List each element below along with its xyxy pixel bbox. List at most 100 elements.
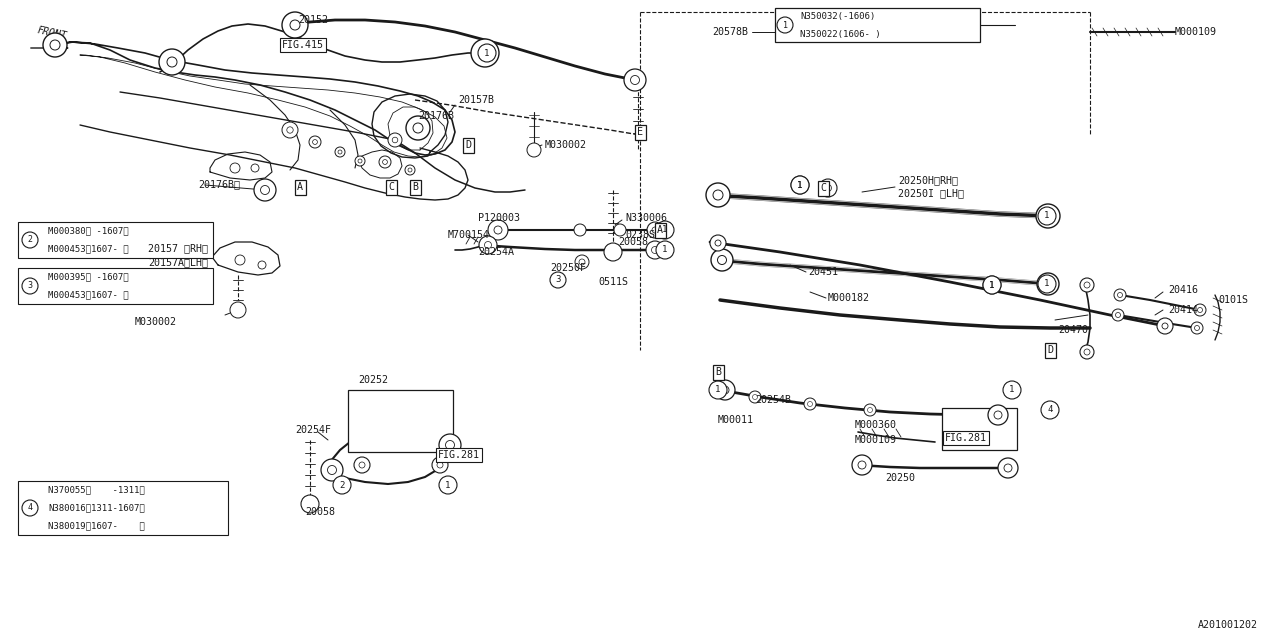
Circle shape: [230, 163, 241, 173]
Text: 1: 1: [1044, 280, 1050, 289]
Circle shape: [791, 176, 809, 194]
Text: 1: 1: [989, 280, 995, 289]
Circle shape: [312, 140, 317, 145]
Text: 20578B: 20578B: [712, 27, 748, 37]
Text: 20252: 20252: [358, 375, 388, 385]
Bar: [18, 481, 228, 535]
Circle shape: [251, 164, 259, 172]
Circle shape: [1038, 207, 1056, 225]
Circle shape: [579, 259, 585, 265]
Circle shape: [308, 136, 321, 148]
Text: 3: 3: [27, 282, 32, 291]
Circle shape: [379, 156, 390, 168]
Text: 1: 1: [445, 481, 451, 490]
Bar: [774, 8, 980, 42]
Circle shape: [406, 116, 430, 140]
Circle shape: [1043, 280, 1052, 289]
Text: M000395〈 -1607〉: M000395〈 -1607〉: [49, 273, 128, 282]
Circle shape: [1041, 401, 1059, 419]
Circle shape: [710, 249, 733, 271]
Circle shape: [753, 394, 758, 399]
Circle shape: [159, 49, 186, 75]
Text: B: B: [412, 182, 419, 192]
Circle shape: [707, 183, 730, 207]
Text: 20254F: 20254F: [294, 425, 332, 435]
Circle shape: [1194, 304, 1206, 316]
Circle shape: [358, 159, 362, 163]
Text: 20152: 20152: [298, 15, 328, 25]
Circle shape: [282, 12, 308, 38]
Circle shape: [983, 276, 1001, 294]
Circle shape: [824, 184, 832, 191]
Circle shape: [335, 147, 346, 157]
Text: 20157A〈LH〉: 20157A〈LH〉: [148, 257, 207, 267]
Circle shape: [355, 156, 365, 166]
Text: D: D: [465, 140, 471, 150]
Circle shape: [321, 459, 343, 481]
Circle shape: [791, 176, 809, 194]
Circle shape: [808, 401, 813, 406]
Circle shape: [404, 165, 415, 175]
Circle shape: [1036, 204, 1060, 228]
Circle shape: [1004, 381, 1021, 399]
Text: N350032(-1606): N350032(-1606): [800, 13, 876, 22]
Text: 20157 〈RH〉: 20157 〈RH〉: [148, 243, 207, 253]
Text: 20254A: 20254A: [477, 247, 515, 257]
Circle shape: [358, 462, 365, 468]
Bar: [18, 222, 212, 258]
Circle shape: [527, 143, 541, 157]
Text: 0101S: 0101S: [1219, 295, 1248, 305]
Circle shape: [804, 398, 817, 410]
Circle shape: [819, 179, 837, 197]
Text: A: A: [657, 225, 663, 235]
Text: 20157B: 20157B: [458, 95, 494, 105]
Circle shape: [413, 123, 422, 133]
Text: FIG.415: FIG.415: [282, 40, 324, 50]
Circle shape: [1157, 318, 1172, 334]
Circle shape: [22, 500, 38, 516]
Text: N370055〈    -1311〉: N370055〈 -1311〉: [49, 486, 145, 495]
Circle shape: [573, 224, 586, 236]
Circle shape: [716, 380, 735, 400]
Text: M000109: M000109: [855, 435, 897, 445]
Circle shape: [550, 272, 566, 288]
Circle shape: [445, 440, 454, 449]
Circle shape: [721, 386, 730, 394]
Text: 20470: 20470: [1059, 325, 1088, 335]
Circle shape: [338, 150, 342, 154]
Circle shape: [291, 20, 300, 30]
Circle shape: [646, 241, 664, 259]
Text: N350022(1606- ): N350022(1606- ): [800, 29, 881, 38]
Circle shape: [259, 261, 266, 269]
Text: M000380〈 -1607〉: M000380〈 -1607〉: [49, 227, 128, 236]
Text: M00011: M00011: [718, 415, 754, 425]
Circle shape: [282, 122, 298, 138]
Text: 4: 4: [1047, 406, 1052, 415]
Circle shape: [333, 476, 351, 494]
Bar: [942, 408, 1018, 450]
Circle shape: [868, 408, 873, 413]
Circle shape: [494, 226, 502, 234]
Text: 20416: 20416: [1169, 285, 1198, 295]
Circle shape: [652, 227, 658, 233]
Text: 20058: 20058: [618, 237, 648, 247]
Circle shape: [646, 222, 663, 238]
Circle shape: [604, 243, 622, 261]
Text: 2: 2: [339, 481, 344, 490]
Circle shape: [488, 220, 508, 240]
Circle shape: [852, 455, 872, 475]
Text: 20250F: 20250F: [550, 263, 586, 273]
Circle shape: [1114, 289, 1126, 301]
Circle shape: [44, 33, 67, 57]
Circle shape: [657, 221, 675, 239]
Circle shape: [1112, 309, 1124, 321]
Circle shape: [22, 278, 38, 294]
Circle shape: [261, 186, 270, 195]
Circle shape: [1162, 323, 1169, 329]
Text: E: E: [637, 127, 643, 137]
Circle shape: [995, 411, 1002, 419]
Circle shape: [433, 457, 448, 473]
Circle shape: [983, 276, 1001, 294]
Text: C: C: [388, 182, 394, 192]
Circle shape: [477, 44, 497, 62]
